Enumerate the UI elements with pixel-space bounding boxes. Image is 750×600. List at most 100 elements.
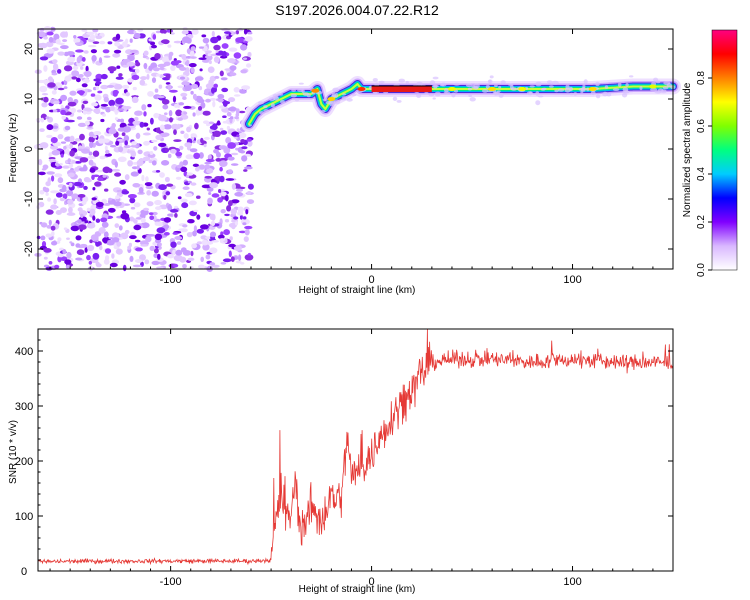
- noise-blob: [131, 74, 140, 81]
- x-tick-label: 100: [563, 274, 581, 286]
- noise-blob: [134, 68, 140, 74]
- noise-blob: [180, 198, 188, 203]
- noise-blob: [229, 236, 233, 241]
- noise-blob: [209, 125, 218, 130]
- noise-blob: [170, 241, 177, 248]
- noise-blob: [62, 165, 70, 169]
- noise-blob: [43, 65, 48, 72]
- spectrogram-y-label: Frequency (Hz): [8, 114, 19, 183]
- noise-blob: [43, 187, 50, 193]
- noise-blob: [195, 77, 199, 81]
- noise-blob: [230, 208, 237, 215]
- noise-blob: [75, 243, 81, 248]
- noise-blob: [152, 34, 157, 40]
- noise-blob: [206, 186, 214, 192]
- noise-blob: [195, 109, 201, 116]
- noise-blob: [222, 50, 227, 57]
- noise-blob: [227, 156, 235, 161]
- noise-blob: [197, 106, 203, 111]
- noise-blob: [154, 221, 160, 226]
- noise-blob: [235, 260, 242, 264]
- noise-blob: [192, 140, 196, 144]
- halo-blob: [428, 93, 435, 97]
- halo-blob: [416, 81, 423, 86]
- noise-blob: [127, 78, 134, 83]
- noise-blob: [181, 202, 189, 209]
- noise-blob: [115, 195, 120, 200]
- halo-blob: [653, 77, 659, 82]
- noise-blob: [220, 262, 227, 265]
- trace-hotspot: [448, 87, 456, 91]
- noise-blob: [114, 223, 120, 229]
- noise-blob: [85, 65, 89, 72]
- noise-blob: [102, 113, 106, 117]
- halo-blob: [549, 85, 554, 88]
- noise-blob: [43, 248, 52, 253]
- halo-blob: [557, 88, 565, 92]
- noise-blob: [241, 155, 248, 162]
- noise-blob: [233, 244, 242, 251]
- noise-blob: [200, 137, 204, 144]
- noise-blob: [127, 29, 136, 35]
- halo-blob: [405, 80, 409, 84]
- noise-blob: [181, 54, 187, 59]
- noise-blob: [83, 107, 92, 112]
- noise-blob: [63, 145, 67, 150]
- noise-blob: [66, 119, 75, 123]
- noise-blob: [90, 49, 97, 54]
- noise-blob: [174, 213, 178, 218]
- noise-blob: [182, 186, 190, 190]
- noise-blob: [182, 96, 187, 100]
- noise-blob: [222, 258, 232, 263]
- noise-blob: [166, 29, 174, 33]
- noise-blob: [146, 127, 150, 131]
- noise-blob: [238, 132, 247, 139]
- noise-blob: [153, 112, 160, 119]
- noise-blob: [84, 178, 92, 183]
- noise-blob: [182, 36, 190, 43]
- noise-blob: [81, 200, 87, 205]
- noise-blob: [68, 163, 74, 169]
- noise-blob: [158, 184, 167, 191]
- noise-blob: [64, 125, 71, 131]
- noise-blob: [108, 99, 116, 107]
- noise-blob: [147, 153, 156, 159]
- noise-blob: [40, 235, 46, 241]
- noise-blob: [100, 103, 109, 107]
- noise-blob: [70, 76, 78, 80]
- noise-blob: [104, 145, 108, 151]
- noise-blob: [196, 241, 203, 245]
- halo-blob: [434, 91, 441, 97]
- noise-blob: [216, 121, 221, 126]
- noise-blob: [196, 214, 201, 220]
- noise-blob: [60, 207, 67, 214]
- halo-blob: [398, 78, 405, 83]
- noise-blob: [87, 44, 97, 48]
- noise-blob: [37, 31, 46, 38]
- noise-blob: [192, 93, 197, 100]
- halo-blob: [498, 85, 502, 89]
- spectrogram-signal-trace: [241, 75, 681, 132]
- noise-blob: [210, 220, 216, 226]
- noise-blob: [46, 134, 53, 138]
- noise-blob: [173, 40, 182, 44]
- noise-blob: [129, 235, 137, 240]
- noise-blob: [244, 225, 253, 230]
- noise-blob: [200, 256, 204, 262]
- noise-blob: [215, 52, 225, 56]
- noise-blob: [135, 247, 143, 252]
- y-tick-label: 100: [15, 511, 33, 523]
- trace-hotspot: [327, 97, 336, 101]
- noise-blob: [90, 234, 99, 241]
- noise-blob: [193, 209, 199, 213]
- noise-blob: [117, 156, 127, 163]
- noise-blob: [81, 29, 88, 32]
- halo-blob: [294, 98, 300, 102]
- noise-blob: [154, 199, 162, 206]
- noise-blob: [192, 112, 196, 117]
- noise-blob: [161, 56, 171, 64]
- noise-blob: [206, 123, 211, 127]
- noise-blob: [209, 247, 218, 254]
- noise-blob: [120, 232, 129, 240]
- noise-blob: [247, 183, 254, 190]
